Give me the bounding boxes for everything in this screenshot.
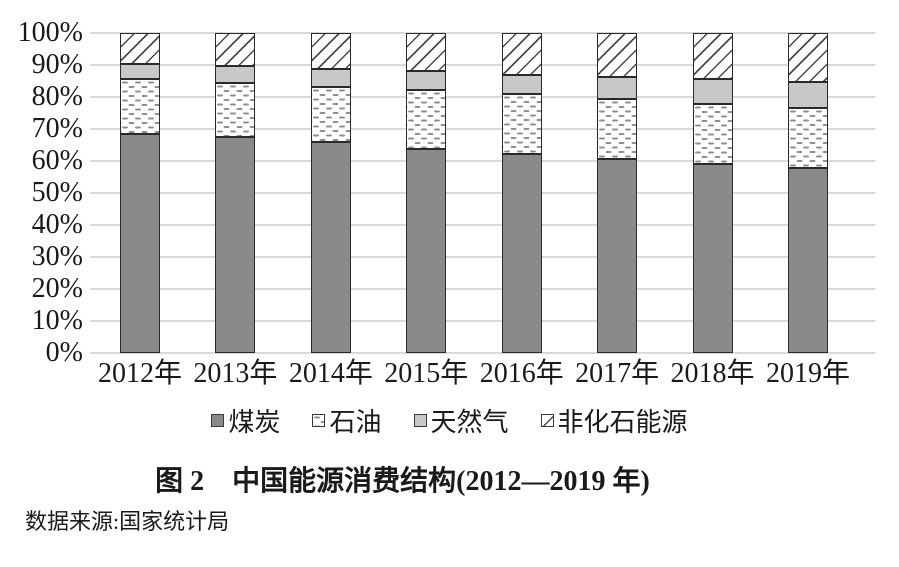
gridline — [90, 64, 875, 66]
gridline — [90, 288, 875, 290]
x-axis-tick: 2018年 — [670, 358, 755, 389]
gridline — [90, 320, 875, 322]
bar-segment-coal — [406, 148, 447, 353]
legend-item-nonfossil: 非化石能源 — [540, 402, 688, 439]
bar — [310, 33, 351, 353]
x-axis-tick: 2014年 — [288, 358, 373, 389]
bar-segment-nonfossil — [310, 33, 351, 70]
y-axis-tick: 70% — [31, 113, 83, 144]
bar-segment-gas — [692, 79, 733, 104]
gridline — [90, 128, 875, 130]
bar-segment-nonfossil — [692, 33, 733, 80]
legend-item-oil: 石油 — [312, 402, 382, 439]
y-axis-tick: 90% — [31, 49, 83, 80]
bar-segment-gas — [310, 69, 351, 88]
bar-segment-oil — [120, 79, 160, 134]
bar-segment-oil — [788, 107, 828, 169]
y-axis-tick: 20% — [31, 273, 83, 304]
gridline — [90, 256, 875, 258]
bar-segment-coal — [120, 133, 160, 353]
bar — [215, 33, 256, 353]
bar-segment-coal — [788, 168, 828, 353]
bar-segment-gas — [406, 71, 447, 90]
bar-segment-coal — [310, 142, 351, 353]
bar-segment-oil — [406, 89, 447, 149]
legend-label-oil: 石油 — [329, 408, 382, 437]
bar-segment-gas — [215, 65, 256, 83]
y-axis-tick: 50% — [31, 177, 83, 208]
legend-label-coal: 煤炭 — [228, 408, 281, 437]
bar-segment-nonfossil — [120, 33, 160, 65]
legend: 煤炭 石油 天然气 非化石能源 — [0, 402, 899, 439]
bar-segment-oil — [501, 94, 542, 154]
figure-source: 数据来源:国家统计局 — [25, 509, 230, 534]
gridline — [90, 160, 875, 162]
bar-segment-gas — [597, 76, 638, 99]
legend-swatch-oil — [312, 414, 326, 427]
plot-area — [90, 32, 875, 354]
y-axis-tick: 80% — [31, 81, 83, 112]
bar — [597, 33, 638, 353]
x-axis-tick: 2013年 — [193, 358, 278, 389]
bar-segment-coal — [692, 164, 733, 353]
x-axis-tick: 2012年 — [97, 358, 182, 389]
figure-title: 图 2 中国能源消费结构(2012—2019 年) — [155, 466, 650, 497]
bar-segment-nonfossil — [501, 33, 542, 75]
legend-swatch-nonfossil — [540, 414, 554, 427]
bar-segment-oil — [597, 98, 638, 160]
gridline — [90, 32, 875, 34]
legend-item-gas: 天然气 — [413, 402, 509, 439]
gridline — [90, 96, 875, 98]
legend-swatch-coal — [211, 414, 225, 427]
bar — [788, 33, 828, 353]
y-axis-tick: 0% — [45, 337, 83, 368]
bar-segment-nonfossil — [215, 33, 256, 66]
x-axis-tick: 2016年 — [479, 358, 564, 389]
gridline — [90, 352, 875, 354]
y-axis-tick: 60% — [31, 145, 83, 176]
bar-segment-gas — [788, 81, 828, 108]
x-axis-tick: 2015年 — [384, 358, 469, 389]
bar-segment-gas — [501, 74, 542, 95]
bar-segment-nonfossil — [406, 33, 447, 72]
y-axis-tick: 10% — [31, 305, 83, 336]
bar — [501, 33, 542, 353]
bar-segment-coal — [215, 137, 256, 353]
gridline — [90, 192, 875, 194]
bar-segment-gas — [120, 64, 160, 80]
x-axis-tick: 2017年 — [575, 358, 660, 389]
gridline — [90, 224, 875, 226]
bar-segment-nonfossil — [597, 33, 638, 77]
bar — [406, 33, 447, 353]
bar — [120, 33, 160, 353]
bar — [692, 33, 733, 353]
legend-label-nonfossil: 非化石能源 — [557, 408, 688, 437]
y-axis-tick: 30% — [31, 241, 83, 272]
legend-label-gas: 天然气 — [430, 408, 509, 437]
y-axis-tick: 100% — [17, 17, 83, 48]
bar-segment-coal — [501, 153, 542, 353]
bar-segment-oil — [310, 87, 351, 143]
bar-segment-nonfossil — [788, 33, 828, 82]
x-axis-tick: 2019年 — [765, 358, 850, 389]
bar-segment-oil — [692, 103, 733, 165]
bar-segment-coal — [597, 159, 638, 353]
y-axis-tick: 40% — [31, 209, 83, 240]
bar-segment-oil — [215, 82, 256, 138]
legend-swatch-gas — [413, 414, 427, 427]
legend-item-coal: 煤炭 — [211, 402, 280, 439]
